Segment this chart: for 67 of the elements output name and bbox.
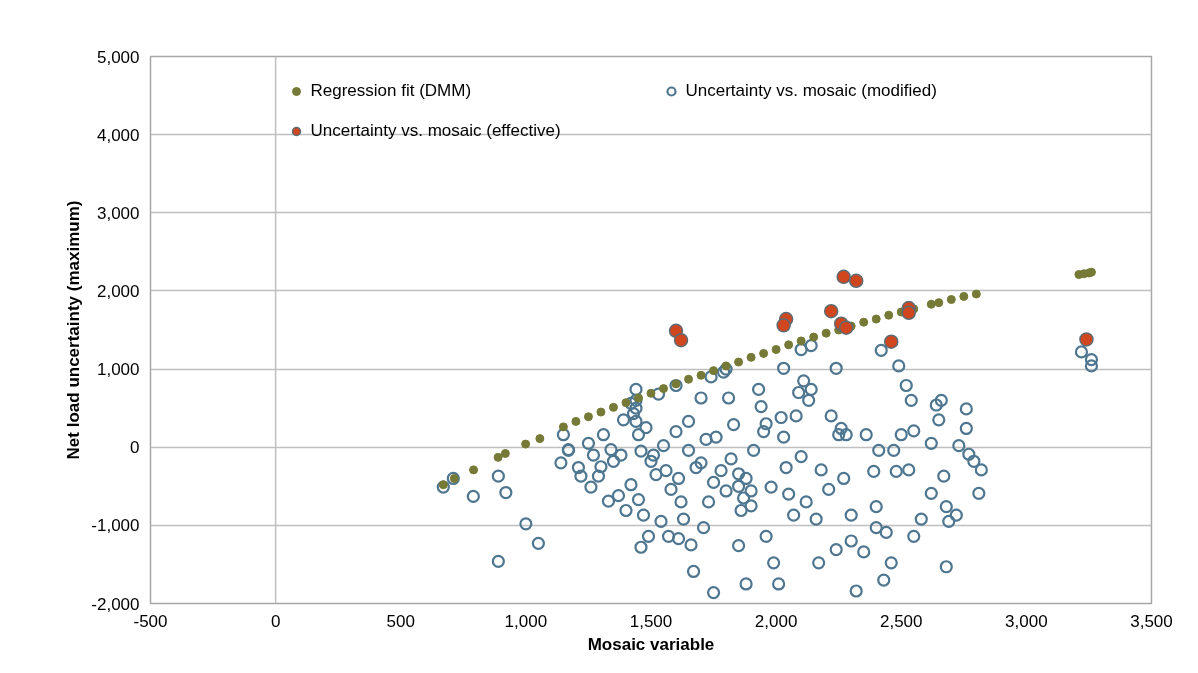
point xyxy=(558,422,568,432)
point xyxy=(848,273,864,289)
y-tick-label: 3,000 xyxy=(96,203,140,223)
x-tick-label: 3,000 xyxy=(1005,611,1048,631)
y-tick-label: 2,000 xyxy=(96,281,140,301)
y-tick-label: 5,000 xyxy=(96,47,140,67)
point xyxy=(709,366,719,376)
point xyxy=(646,388,656,398)
point xyxy=(934,298,944,308)
y-axis-title: Net load uncertainty (maximum) xyxy=(64,200,84,460)
point xyxy=(859,317,869,327)
x-axis-title: Mosaic variable xyxy=(587,634,715,654)
point xyxy=(734,357,744,367)
point xyxy=(659,384,669,394)
point xyxy=(821,328,831,338)
x-tick-label: 0 xyxy=(270,611,281,631)
point xyxy=(684,374,694,384)
point xyxy=(759,348,769,358)
point xyxy=(571,416,581,426)
point xyxy=(946,295,956,305)
point xyxy=(823,304,839,319)
point xyxy=(1079,332,1094,347)
y-tick-label: -2,000 xyxy=(91,594,140,614)
x-tick-label: 500 xyxy=(386,611,415,631)
point xyxy=(535,434,545,444)
x-tick-label: 2,500 xyxy=(879,611,923,631)
point xyxy=(671,379,681,389)
x-tick-label: -500 xyxy=(133,611,168,631)
x-tick-label: 2,000 xyxy=(754,611,798,631)
y-tick-label: 1,000 xyxy=(96,360,140,380)
point xyxy=(926,299,936,309)
point xyxy=(596,407,606,417)
y-tick-label: 0 xyxy=(130,438,140,458)
point xyxy=(871,314,881,324)
point xyxy=(696,370,706,380)
point xyxy=(838,320,854,335)
point xyxy=(633,393,643,403)
point xyxy=(883,334,899,349)
point xyxy=(583,412,593,422)
point xyxy=(721,361,731,371)
point xyxy=(836,269,851,285)
point xyxy=(746,352,756,362)
y-tick-label: -1,000 xyxy=(91,516,140,536)
point xyxy=(959,291,969,301)
point xyxy=(500,448,510,458)
point xyxy=(901,305,917,321)
legend-label: Uncertainty vs. mosaic (modified) xyxy=(685,81,938,101)
point xyxy=(776,318,791,333)
legend-label: Uncertainty vs. mosaic (effective) xyxy=(310,121,562,141)
point xyxy=(621,398,631,408)
point xyxy=(771,345,781,355)
legend-label: Regression fit (DMM) xyxy=(310,81,473,101)
point xyxy=(438,480,448,490)
point xyxy=(493,452,503,462)
point xyxy=(884,310,894,320)
x-tick-label: 3,500 xyxy=(1130,611,1173,631)
point xyxy=(673,332,689,348)
x-tick-label: 1,000 xyxy=(504,611,548,631)
point xyxy=(971,289,981,299)
point xyxy=(469,465,479,475)
x-tick-label: 1,500 xyxy=(629,611,673,631)
y-tick-label: 4,000 xyxy=(96,125,140,145)
point xyxy=(809,332,819,342)
point xyxy=(521,439,531,449)
point xyxy=(796,336,806,346)
point xyxy=(784,340,794,350)
point xyxy=(608,402,618,412)
